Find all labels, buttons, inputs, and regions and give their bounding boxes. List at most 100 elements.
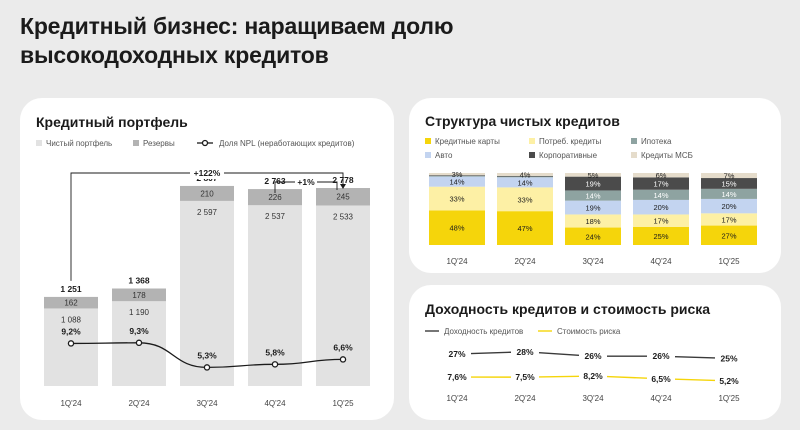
legend-label-cards: Кредитные карты xyxy=(435,137,500,146)
x-tick-label: 2Q'24 xyxy=(128,399,150,408)
bar-segment-label-sme: 7% xyxy=(724,172,735,181)
npl-point xyxy=(339,356,347,363)
legend-label-mortgage: Ипотека xyxy=(641,137,672,146)
yield-label: 25% xyxy=(720,353,737,363)
yield-label: 26% xyxy=(584,351,601,361)
yield-card-title: Доходность кредитов и стоимость риска xyxy=(425,301,711,317)
bar-label-reserves: 178 xyxy=(132,291,146,300)
bar-reserves xyxy=(44,296,98,309)
bar-segment-cards xyxy=(633,226,689,245)
bar-label-reserves: 162 xyxy=(64,299,78,308)
npl-point xyxy=(203,364,211,371)
bar-segment-auto xyxy=(701,198,757,214)
legend-swatch-consumer xyxy=(529,138,535,144)
bar-segment-label-auto: 19% xyxy=(585,204,600,213)
growth-label-bg-1 xyxy=(295,175,317,188)
bar-segment-mortgage xyxy=(429,175,485,177)
bar-segment-cards xyxy=(497,211,553,245)
legend-marker-npl xyxy=(201,139,209,147)
bar-segment-sme xyxy=(497,173,553,176)
bar-segment-consumer xyxy=(633,214,689,227)
bar-segment-label-cards: 27% xyxy=(721,231,736,240)
bar-segment-cards xyxy=(701,225,757,245)
bar-segment-consumer xyxy=(497,187,553,212)
bar-reserves xyxy=(112,288,166,302)
bar-label-reserves: 210 xyxy=(200,189,214,198)
legend-label-yield: Доходность кредитов xyxy=(444,327,523,336)
bar-segment-label-corporate: 15% xyxy=(721,179,736,188)
legend-label-consumer: Потреб. кредиты xyxy=(539,137,602,146)
bar-segment-label-consumer: 33% xyxy=(449,195,464,204)
bar-segment-auto xyxy=(565,200,621,215)
risk-label: 5,2% xyxy=(719,376,739,386)
bar-segment-label-cards: 25% xyxy=(653,232,668,241)
bar-net-portfolio xyxy=(44,308,98,386)
bar-segment-sme xyxy=(701,173,757,179)
npl-label: 9,2% xyxy=(61,326,81,336)
bar-segment-consumer xyxy=(565,214,621,228)
legend-swatch-auto xyxy=(425,152,431,158)
bar-label-net-portfolio: 2 537 xyxy=(265,212,286,221)
bar-segment-label-cards: 48% xyxy=(449,224,464,233)
risk-segment xyxy=(674,378,716,382)
bar-segment-label-sme: 6% xyxy=(656,171,667,180)
legend-swatch-corporate xyxy=(529,152,535,158)
bar-segment-sme xyxy=(429,173,485,176)
yield-label: 28% xyxy=(516,347,533,357)
bar-net-portfolio xyxy=(248,205,302,386)
legend-label-sme: Кредиты МСБ xyxy=(641,151,693,160)
legend-label-corporate: Корпоративные xyxy=(539,151,598,160)
bar-reserves xyxy=(248,189,302,206)
yield-card: Доходность кредитов и стоимость риска До… xyxy=(409,285,781,420)
page-title-line-1: Кредитный бизнес: наращиваем долю xyxy=(20,13,454,39)
bar-segment-corporate xyxy=(429,175,485,176)
bar-segment-label-mortgage: 14% xyxy=(585,192,600,201)
growth-label-122: +122% xyxy=(194,168,221,178)
bar-label-net-portfolio: 2 533 xyxy=(333,212,354,221)
risk-label: 7,6% xyxy=(447,372,467,382)
bar-segment-label-consumer: 17% xyxy=(653,217,668,226)
yield-chart: Доходность кредитов Стоимость риска 27% 28%… xyxy=(425,327,740,403)
bar-segment-auto xyxy=(497,177,553,188)
bar-segment-label-sme: 5% xyxy=(588,171,599,180)
bar-label-reserves: 245 xyxy=(336,193,350,202)
bar-total-label: 2 763 xyxy=(264,176,286,186)
bar-segment-corporate xyxy=(497,175,553,177)
legend-label-reserves: Резервы xyxy=(143,139,175,148)
portfolio-chart: Чистый портфель Резервы Доля NPL (неработа… xyxy=(36,139,370,408)
npl-point xyxy=(271,361,279,368)
bar-segment-label-sme: 3% xyxy=(452,170,463,179)
npl-label: 5,8% xyxy=(265,347,285,357)
bar-segment-mortgage xyxy=(701,188,757,199)
bar-segment-mortgage xyxy=(633,189,689,200)
bar-segment-label-auto: 14% xyxy=(517,178,532,187)
x-tick-label: 2Q'24 xyxy=(514,257,536,266)
x-tick-label: 3Q'24 xyxy=(582,394,604,403)
bar-segment-label-corporate: 19% xyxy=(585,180,600,189)
portfolio-card: Кредитный портфель Чистый портфель Резерв… xyxy=(20,98,394,420)
bar-reserves xyxy=(180,185,234,201)
x-tick-label: 3Q'24 xyxy=(582,257,604,266)
yield-segment xyxy=(470,351,512,355)
npl-label: 6,6% xyxy=(333,342,353,352)
bar-segment-label-mortgage: 14% xyxy=(653,191,668,200)
yield-segment xyxy=(538,352,580,356)
bar-segment-label-auto: 20% xyxy=(653,203,668,212)
structure-card: Структура чистых кредитов Кредитные карт… xyxy=(409,98,781,273)
bar-segment-corporate xyxy=(565,176,621,191)
bar-segment-label-corporate: 17% xyxy=(653,180,668,189)
bar-segment-auto xyxy=(633,199,689,215)
x-tick-label: 1Q'25 xyxy=(332,399,354,408)
npl-label: 9,3% xyxy=(129,326,149,336)
bar-label-net-portfolio: 1 088 xyxy=(61,315,82,324)
yield-label: 27% xyxy=(448,349,465,359)
bar-net-portfolio xyxy=(180,200,234,386)
bar-segment-label-consumer: 33% xyxy=(517,195,532,204)
risk-label: 8,2% xyxy=(583,371,603,381)
growth-label-1: +1% xyxy=(297,177,315,187)
risk-label: 6,5% xyxy=(651,374,671,384)
x-tick-label: 2Q'24 xyxy=(514,394,536,403)
npl-point xyxy=(135,339,143,347)
risk-segment xyxy=(606,375,648,379)
bar-segment-consumer xyxy=(429,186,485,211)
